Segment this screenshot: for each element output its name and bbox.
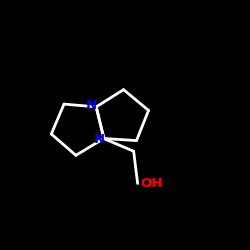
Text: N: N <box>94 133 105 146</box>
Text: N: N <box>86 99 97 112</box>
Text: OH: OH <box>140 177 162 190</box>
